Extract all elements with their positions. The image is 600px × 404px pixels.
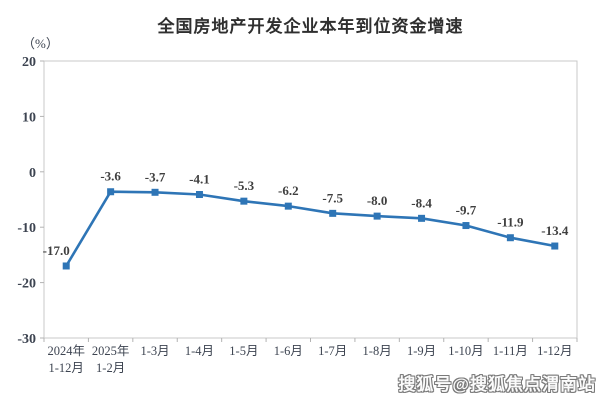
y-tick-label: -10 (17, 221, 36, 236)
x-axis-label: 2024年 1-12月 (47, 344, 85, 375)
y-tick-label: -30 (17, 332, 36, 347)
data-point-label: -8.0 (367, 193, 388, 208)
data-point-label: -8.4 (411, 195, 432, 210)
data-point-label: -5.3 (234, 178, 255, 193)
data-point-label: -9.7 (456, 203, 477, 218)
data-point (418, 214, 426, 222)
data-point (462, 222, 470, 230)
x-axis-label: 1-3月 (140, 344, 169, 358)
x-axis-label: 1-11月 (493, 344, 528, 358)
y-tick-label: 20 (22, 55, 36, 70)
data-point (373, 212, 381, 220)
data-point-label: -3.6 (100, 169, 121, 184)
data-point (240, 197, 248, 205)
x-axis-label: 1-5月 (229, 344, 258, 358)
data-point-label: -3.7 (145, 169, 166, 184)
data-point (151, 188, 159, 196)
data-point (551, 242, 559, 250)
data-point-label: -6.2 (278, 183, 299, 198)
x-axis-label: 1-12月 (537, 344, 572, 358)
x-axis-label: 1-4月 (185, 344, 214, 358)
y-axis-unit-label: （%） (22, 36, 59, 51)
data-point-label: -11.9 (497, 215, 524, 230)
data-point (284, 202, 292, 210)
x-axis-label: 1-10月 (448, 344, 483, 358)
x-axis-label: 1-7月 (318, 344, 347, 358)
data-point-label: -7.5 (322, 190, 343, 205)
x-axis-label: 2025年 1-2月 (92, 344, 130, 375)
x-axis-label: 1-8月 (363, 344, 392, 358)
line-series (65, 190, 556, 267)
data-point-label: -13.4 (541, 223, 569, 238)
data-point (506, 234, 514, 242)
data-point-label: -17.0 (43, 243, 70, 258)
watermark-text: 搜狐号@搜狐焦点渭南站 (398, 375, 596, 394)
data-point (62, 262, 70, 270)
x-axis-label: 1-6月 (274, 344, 303, 358)
data-point (107, 188, 115, 196)
y-tick-label: -20 (17, 277, 36, 292)
y-tick-label: 0 (29, 166, 36, 181)
y-tick-label: 10 (22, 110, 36, 125)
data-point-label: -4.1 (189, 172, 210, 187)
data-point (329, 209, 337, 217)
data-point (195, 191, 203, 199)
x-axis-label: 1-9月 (407, 344, 436, 358)
plot-border (43, 60, 578, 339)
chart-title: 全国房地产开发企业本年到位资金增速 (157, 17, 464, 36)
